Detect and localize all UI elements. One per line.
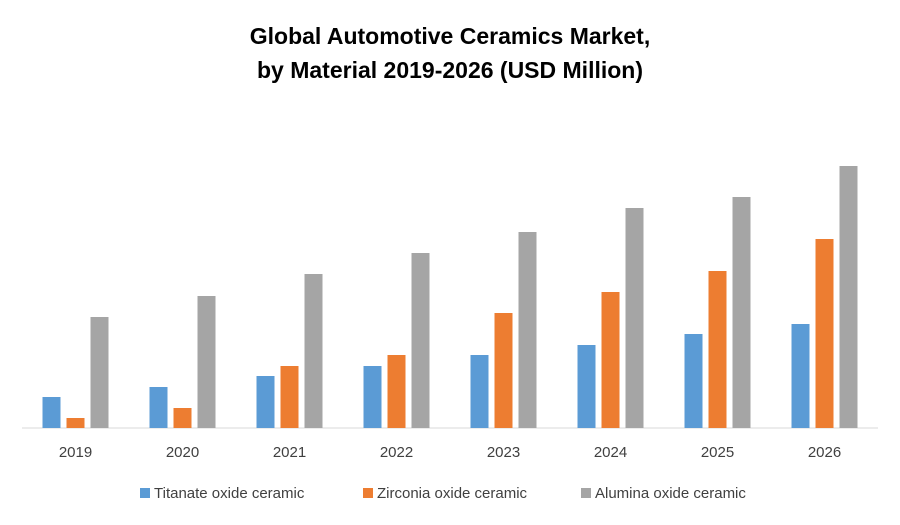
x-tick-label: 2022 — [380, 444, 413, 461]
x-tick-label: 2019 — [59, 444, 92, 461]
bar — [304, 274, 323, 428]
bar — [363, 366, 382, 428]
x-tick-label: 2024 — [594, 444, 627, 461]
bar — [197, 296, 216, 428]
legend-swatch — [581, 488, 591, 498]
bar — [839, 166, 858, 428]
legend-swatch — [140, 488, 150, 498]
bar — [815, 239, 834, 428]
bar — [518, 232, 537, 428]
x-tick-label: 2021 — [273, 444, 306, 461]
bar — [625, 208, 644, 428]
x-tick-label: 2023 — [487, 444, 520, 461]
bar — [387, 355, 406, 428]
bar — [684, 334, 703, 428]
bar — [708, 271, 727, 428]
bar — [90, 317, 109, 428]
bar — [732, 197, 751, 428]
bar — [470, 355, 489, 428]
bar — [173, 408, 192, 428]
chart-title: Global Automotive Ceramics Market, — [250, 23, 650, 49]
chart-title: by Material 2019-2026 (USD Million) — [257, 57, 643, 83]
bar — [280, 366, 299, 428]
bar — [149, 387, 168, 428]
legend-label: Titanate oxide ceramic — [154, 485, 305, 502]
x-tick-label: 2025 — [701, 444, 734, 461]
bar — [411, 253, 430, 428]
bar — [494, 313, 513, 428]
bar — [256, 376, 275, 428]
x-tick-label: 2026 — [808, 444, 841, 461]
bar — [577, 345, 596, 428]
bar — [66, 418, 85, 428]
bar — [791, 324, 810, 428]
legend-label: Alumina oxide ceramic — [595, 485, 746, 502]
bar — [601, 292, 620, 428]
legend-swatch — [363, 488, 373, 498]
bar — [42, 397, 61, 428]
legend-label: Zirconia oxide ceramic — [377, 485, 528, 502]
x-tick-label: 2020 — [166, 444, 199, 461]
